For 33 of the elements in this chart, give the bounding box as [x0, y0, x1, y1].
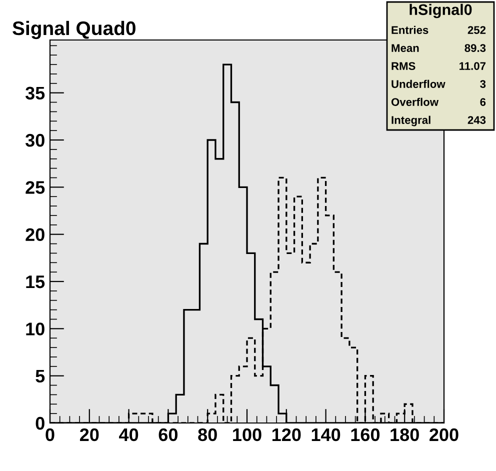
y-tick-label: 10 — [26, 322, 44, 336]
x-tick-label: 60 — [158, 428, 178, 442]
text: Entries — [392, 26, 428, 34]
annotation: Underflow — [392, 80, 446, 88]
text: 11.07 — [460, 62, 486, 70]
x-tick-label: 140 — [312, 428, 340, 442]
text: 89.3 — [464, 44, 486, 52]
x-tick-label: 180 — [390, 428, 419, 442]
x-tick-label: 80 — [198, 428, 217, 442]
x-tick-label: 40 — [119, 428, 138, 442]
annotation: Mean — [392, 44, 419, 52]
x-tick-label: 120 — [272, 428, 301, 442]
annotation: RMS — [392, 62, 416, 70]
x-tick-label: 200 — [430, 428, 458, 442]
x-tick-label: 0 — [46, 428, 54, 442]
y-tick-label: 35 — [25, 86, 45, 100]
y-tick-label: 0 — [36, 416, 44, 430]
text: 6 — [480, 98, 486, 106]
y-tick-label: 25 — [26, 181, 45, 194]
text: 3 — [480, 80, 486, 88]
text: 243 — [468, 116, 486, 124]
annotation: Integral — [392, 116, 430, 126]
text: hSignal0 — [410, 4, 472, 18]
x-tick-label: 20 — [80, 428, 99, 442]
text: 252 — [468, 26, 486, 34]
y-tick-label: 30 — [25, 134, 44, 147]
x-tick-label: 160 — [351, 428, 380, 442]
y-tick-label: 20 — [26, 228, 44, 242]
y-tick-label: 15 — [26, 276, 45, 288]
chart-title: Signal Quad0 — [12, 20, 136, 40]
x-tick-label: 100 — [233, 428, 262, 442]
annotation: Overflow — [391, 98, 439, 106]
y-tick-label: 5 — [36, 370, 45, 383]
